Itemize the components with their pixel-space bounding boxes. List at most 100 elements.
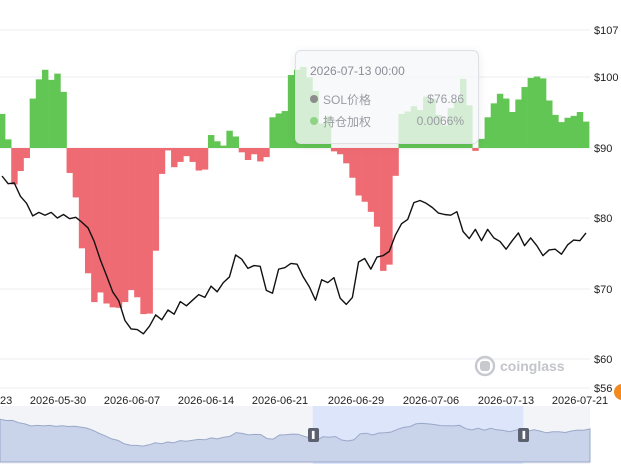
funding-bar: [201, 148, 209, 170]
funding-bar: [232, 136, 239, 148]
funding-bar: [269, 117, 276, 148]
funding-bar: [11, 148, 18, 185]
y-tick-label: $56: [594, 383, 612, 395]
price-line: [1, 175, 587, 335]
funding-bar: [263, 148, 270, 158]
x-axis: 23 2026-05-30 2026-06-07 2026-06-14 2026-06-…: [0, 395, 608, 407]
funding-bar: [226, 130, 233, 148]
x-tick-label: 23: [0, 395, 12, 407]
x-tick-label: 2026-07-06: [403, 395, 459, 407]
funding-bar: [539, 78, 547, 148]
funding-bar: [177, 148, 184, 162]
funding-bar: [564, 117, 571, 148]
coinglass-logo-icon: [474, 355, 496, 377]
funding-bar: [195, 148, 203, 171]
x-tick-label: 2026-06-07: [104, 395, 160, 407]
funding-bar: [128, 148, 135, 291]
funding-bar: [244, 148, 252, 160]
y-tick-label: $90: [594, 143, 612, 155]
funding-bar: [503, 98, 510, 148]
x-tick-label: 2026-06-14: [178, 395, 234, 407]
funding-bar: [48, 79, 55, 148]
funding-bar: [257, 148, 264, 162]
funding-bar: [343, 148, 350, 164]
funding-bar: [281, 111, 289, 148]
funding-bar: [478, 138, 485, 148]
funding-bar: [533, 76, 541, 148]
funding-bar: [373, 148, 381, 227]
funding-bar: [78, 148, 86, 249]
funding-bar: [546, 100, 553, 148]
funding-bar: [134, 148, 141, 298]
funding-bar: [238, 148, 246, 153]
funding-bar: [91, 148, 98, 303]
funding-bar: [23, 148, 30, 159]
funding-bar: [490, 103, 498, 148]
watermark-text: coinglass: [500, 358, 565, 374]
price-dot-icon: [310, 95, 318, 103]
funding-bar: [115, 148, 123, 308]
tooltip-title: 2026-07-13 00:00: [310, 64, 405, 78]
y-axis: $107 $100 $90 $80 $70 $60 $56: [594, 25, 618, 395]
funding-bar: [35, 79, 43, 148]
funding-bar: [349, 148, 356, 178]
funding-bar: [84, 148, 92, 274]
funding-bar: [0, 113, 6, 148]
tooltip-price-label: SOL价格: [323, 92, 372, 107]
tooltip-row-price: SOL价格 $76.86: [310, 88, 464, 110]
funding-bar: [527, 77, 535, 148]
funding-bar: [552, 114, 559, 148]
navigator-right-handle[interactable]: ❚: [518, 428, 530, 442]
x-tick-label: 2026-07-21: [552, 395, 608, 407]
funding-bar: [60, 91, 67, 148]
funding-bar: [41, 69, 49, 148]
funding-bar: [97, 148, 104, 293]
x-tick-label: 2026-06-21: [252, 395, 308, 407]
funding-bar: [582, 121, 590, 148]
funding-bar: [29, 98, 37, 148]
funding-bar: [158, 148, 166, 174]
funding-bar: [214, 141, 221, 148]
x-tick-label: 2026-07-13: [478, 395, 534, 407]
funding-bar: [183, 148, 190, 157]
funding-bar: [521, 87, 528, 148]
funding-bar: [287, 75, 295, 148]
funding-bar: [484, 117, 492, 148]
funding-bar: [220, 145, 227, 148]
funding-bar: [576, 112, 584, 148]
funding-bar: [121, 148, 129, 303]
funding-bar: [367, 148, 375, 212]
funding-bar: [337, 148, 344, 155]
x-tick-label: 2026-06-29: [328, 395, 384, 407]
funding-bar: [109, 148, 117, 308]
funding-bar: [66, 148, 73, 173]
funding-bar: [146, 148, 153, 314]
funding-bar: [361, 148, 369, 202]
funding-dot-icon: [310, 117, 318, 125]
funding-bar: [54, 73, 61, 148]
orange-action-button[interactable]: [614, 384, 621, 400]
funding-bar: [72, 148, 80, 198]
y-tick-label: $107: [594, 25, 618, 37]
funding-bar: [509, 112, 516, 148]
funding-bar: [380, 148, 387, 271]
y-tick-label: $70: [594, 284, 612, 296]
funding-bar: [17, 148, 24, 172]
funding-bar: [164, 148, 172, 151]
funding-bar: [386, 148, 393, 265]
navigator-area: [0, 418, 591, 463]
funding-bar: [207, 135, 215, 148]
funding-bar: [472, 148, 479, 151]
funding-bar: [171, 148, 178, 168]
funding-bar: [496, 93, 504, 148]
funding-bar: [275, 113, 283, 148]
funding-bar: [515, 99, 522, 148]
tooltip: 2026-07-13 00:00 SOL价格 $76.86 持仓加权 0.006…: [295, 50, 479, 144]
watermark: coinglass: [474, 355, 565, 377]
range-navigator: [0, 406, 591, 464]
tooltip-funding-label: 持仓加权: [323, 114, 372, 129]
funding-bar: [392, 148, 399, 176]
y-tick-label: $80: [594, 213, 612, 225]
funding-bar: [570, 115, 578, 148]
navigator-left-handle[interactable]: ❚: [307, 428, 319, 442]
